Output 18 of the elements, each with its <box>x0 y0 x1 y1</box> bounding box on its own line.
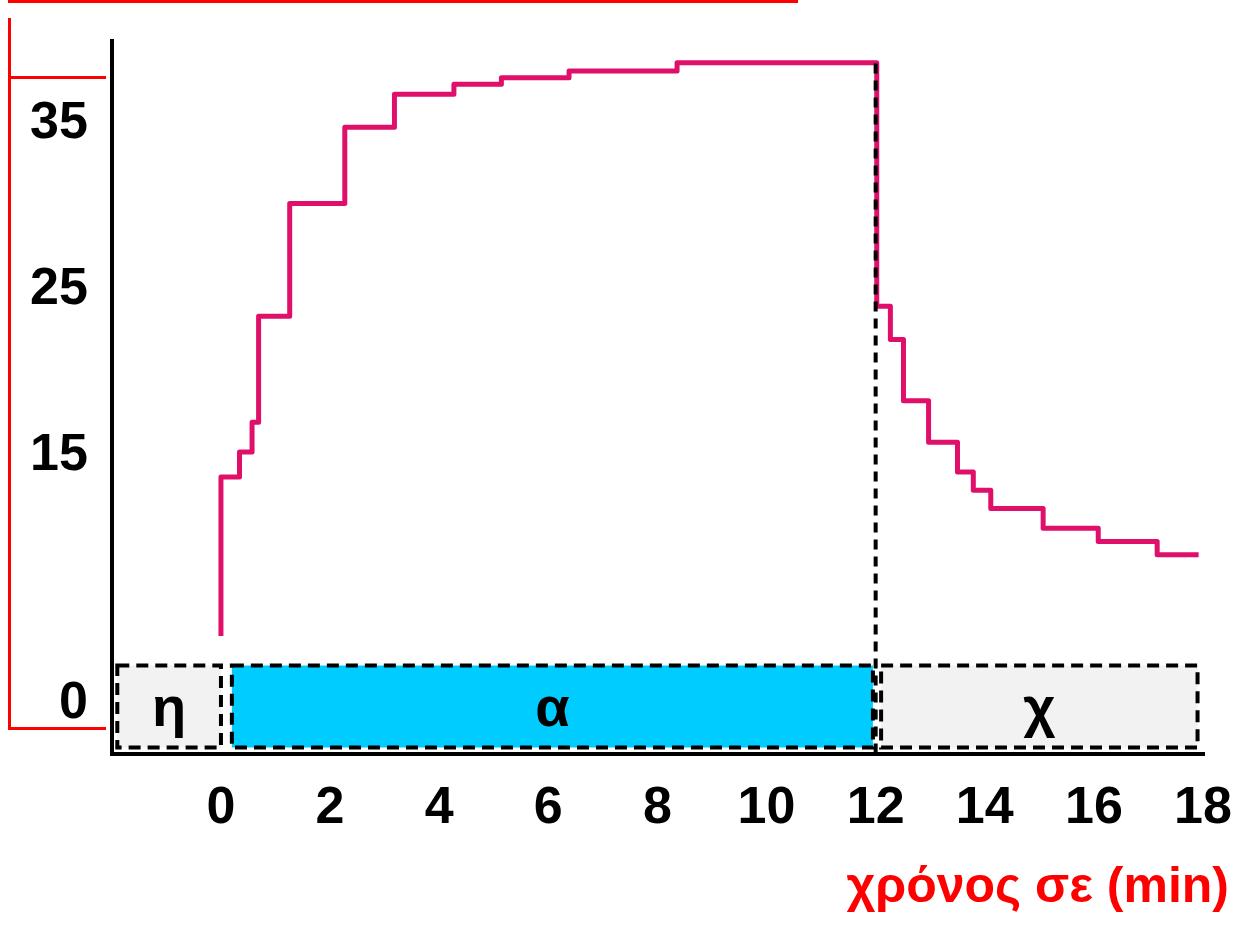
x-axis-title: χρόνος σε (min) <box>846 856 1229 914</box>
x-tick-label: 14 <box>955 776 1014 835</box>
y-tick-label: 15 <box>30 422 88 481</box>
band-label: α <box>535 675 570 739</box>
y-tick-label: 0 <box>58 671 88 730</box>
x-tick-label: 4 <box>424 776 454 835</box>
x-tick-label: 6 <box>533 776 563 835</box>
x-tick-label: 16 <box>1064 776 1123 835</box>
band-label: η <box>152 675 187 739</box>
x-tick-label: 12 <box>846 776 905 835</box>
y-tick-label: 25 <box>30 257 88 316</box>
x-tick-label: 0 <box>206 776 236 835</box>
y-tick-label: 35 <box>30 91 88 150</box>
x-tick-label: 2 <box>315 776 345 835</box>
x-tick-label: 10 <box>737 776 796 835</box>
band-label: χ <box>1023 675 1056 739</box>
x-tick-label: 18 <box>1174 776 1232 835</box>
x-tick-label: 8 <box>642 776 672 835</box>
